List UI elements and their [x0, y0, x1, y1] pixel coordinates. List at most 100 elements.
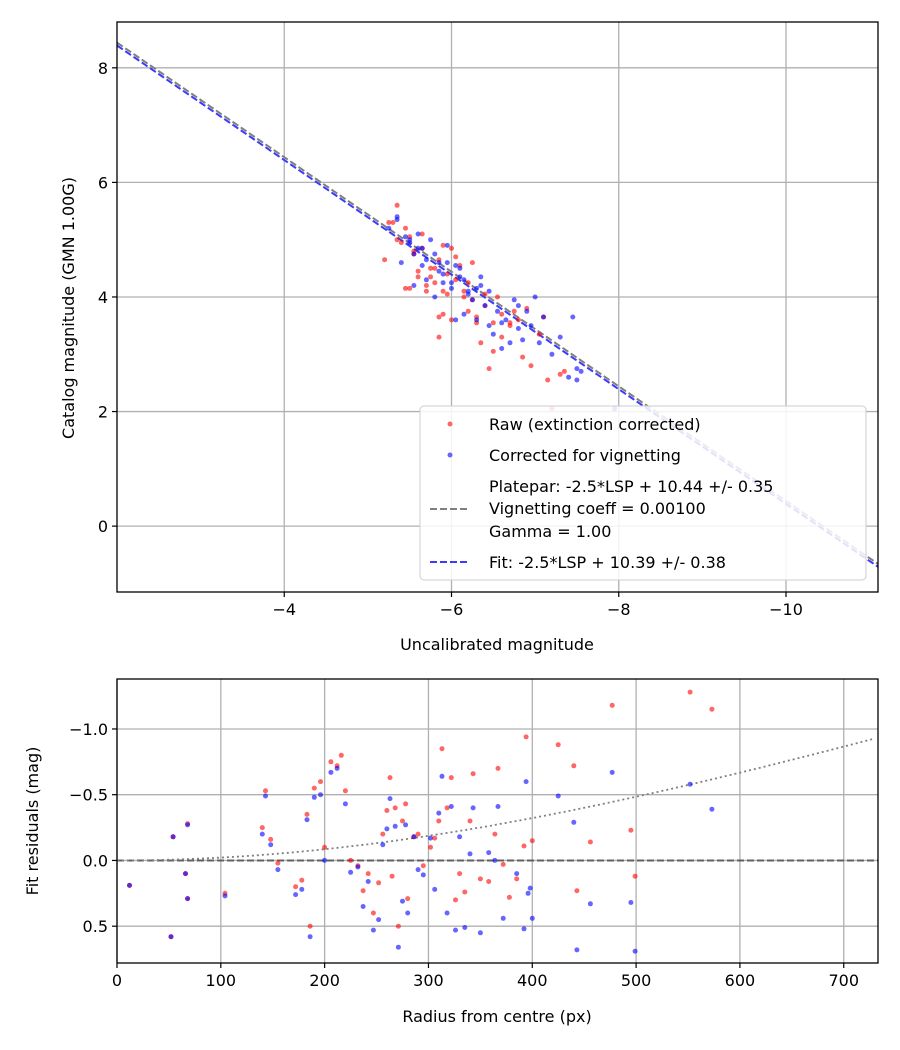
corrected-point: [170, 834, 176, 840]
corrected-point: [311, 794, 317, 800]
corrected-point: [574, 947, 580, 953]
corrected-point: [499, 346, 505, 351]
raw-point: [462, 889, 468, 895]
y-tick-label: 4: [98, 288, 108, 307]
raw-point: [490, 348, 496, 354]
corrected-point: [499, 320, 505, 326]
corrected-point: [453, 263, 459, 268]
corrected-point: [449, 280, 454, 286]
fit-line: [117, 44, 878, 568]
corrected-point: [394, 214, 400, 220]
corrected-point: [411, 834, 417, 840]
x-tick-label: 600: [725, 971, 756, 990]
corrected-point: [392, 823, 398, 829]
corrected-point: [436, 260, 442, 266]
platepar-line: [117, 41, 878, 565]
corrected-point: [342, 801, 348, 807]
raw-point: [382, 257, 388, 263]
corrected-point: [486, 850, 492, 856]
raw-point: [486, 366, 492, 372]
raw-point: [495, 765, 501, 771]
corrected-point: [515, 303, 521, 309]
raw-point: [322, 844, 328, 850]
corrected-point: [566, 374, 572, 380]
raw-point: [407, 285, 413, 291]
corrected-point: [360, 904, 366, 909]
raw-point: [338, 752, 344, 758]
raw-point: [432, 265, 438, 271]
y-tick-label: 0: [98, 517, 108, 536]
vignetting-curve: [117, 737, 876, 862]
raw-point: [394, 237, 400, 243]
raw-point: [486, 879, 492, 884]
legend-corrected-marker: [447, 452, 453, 458]
raw-point: [432, 835, 438, 841]
corrected-point: [587, 901, 593, 907]
corrected-point: [395, 944, 401, 950]
corrected-point: [521, 926, 527, 932]
corrected-point: [299, 886, 305, 892]
corrected-point: [490, 331, 496, 337]
raw-point: [403, 225, 408, 231]
corrected-point: [457, 274, 463, 280]
corrected-point: [428, 835, 433, 841]
bottom-x-axis-label: Radius from centre (px): [402, 1007, 591, 1026]
raw-point: [499, 334, 505, 340]
y-tick-label: −0.5: [69, 786, 108, 805]
corrected-point: [453, 317, 459, 323]
raw-point: [428, 274, 434, 280]
corrected-point: [524, 308, 530, 314]
raw-point: [268, 836, 274, 842]
raw-point: [386, 220, 392, 225]
x-tick-label: −6: [440, 600, 464, 619]
raw-point: [428, 844, 433, 850]
corrected-point: [444, 910, 450, 916]
corrected-point: [511, 297, 517, 303]
corrected-point: [555, 793, 561, 799]
top-x-axis-label: Uncalibrated magnitude: [400, 635, 594, 654]
top-y-ticks: 0 2 4 6 8: [98, 59, 117, 536]
raw-point: [440, 288, 446, 294]
corrected-point: [365, 879, 371, 884]
corrected-point: [436, 810, 442, 816]
legend-raw-marker: [447, 421, 453, 427]
raw-point: [521, 843, 527, 849]
corrected-point: [432, 886, 438, 892]
raw-point: [423, 288, 429, 294]
corrected-point: [407, 237, 413, 243]
corrected-point: [462, 925, 468, 930]
raw-point: [500, 861, 506, 867]
top-panel: −4 −6 −8 −10 0 2 4 6 8 Uncalibrated magnitude C…: [59, 21, 879, 654]
corrected-point: [514, 871, 520, 877]
raw-point: [709, 706, 715, 712]
corrected-point: [334, 765, 340, 771]
raw-point: [545, 377, 551, 383]
corrected-point: [318, 792, 323, 798]
bottom-y-ticks: 0.5 0.0 −0.5 −1.0: [69, 720, 117, 936]
raw-point: [275, 860, 281, 866]
raw-point: [263, 788, 268, 794]
corrected-point: [400, 898, 405, 904]
corrected-point: [474, 317, 480, 323]
corrected-point: [415, 867, 421, 873]
corrected-point: [541, 314, 546, 320]
corrected-point: [263, 793, 268, 799]
bottom-reference-lines: [117, 737, 878, 862]
corrected-point: [461, 311, 467, 317]
raw-point: [478, 340, 484, 346]
raw-point: [392, 805, 398, 811]
raw-point: [444, 291, 450, 297]
x-tick-label: 100: [206, 971, 237, 990]
corrected-point: [503, 317, 509, 323]
corrected-point: [322, 857, 328, 863]
corrected-point: [307, 934, 313, 940]
corrected-point: [465, 288, 471, 294]
corrected-point: [415, 231, 421, 237]
raw-point: [415, 268, 421, 274]
corrected-point: [492, 857, 498, 863]
raw-point: [348, 857, 354, 863]
corrected-point: [259, 831, 265, 837]
raw-point: [461, 288, 467, 294]
corrected-point: [183, 871, 188, 877]
